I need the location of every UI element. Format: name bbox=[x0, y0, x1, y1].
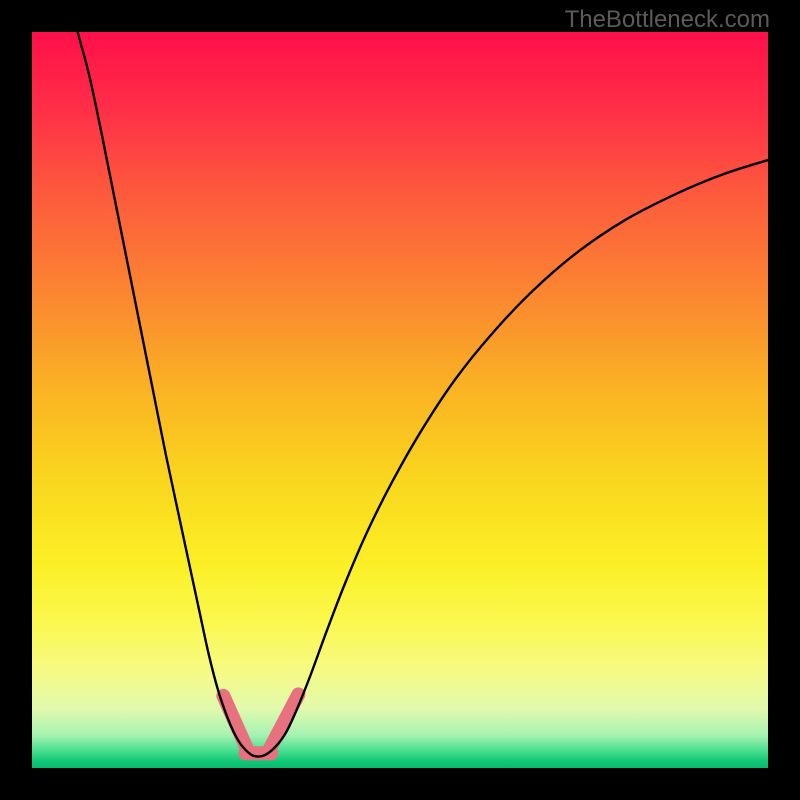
highlight-segment-left bbox=[223, 696, 247, 750]
highlight-segment-right bbox=[269, 694, 298, 750]
canvas: TheBottleneck.com bbox=[0, 0, 800, 800]
bottleneck-curve bbox=[78, 32, 768, 757]
curve-layer bbox=[32, 32, 768, 768]
plot-area bbox=[32, 32, 768, 768]
watermark-text: TheBottleneck.com bbox=[565, 6, 770, 34]
